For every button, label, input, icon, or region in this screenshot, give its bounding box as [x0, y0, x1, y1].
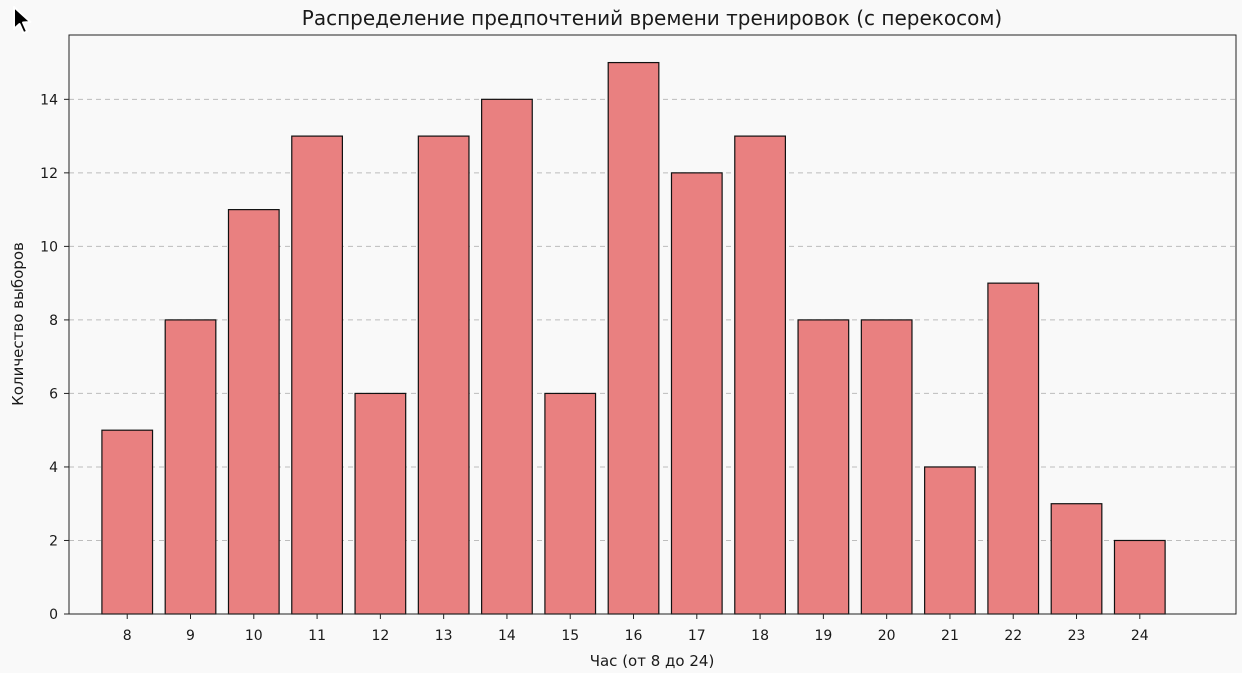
- bar-24: [1113, 539, 1166, 615]
- x-axis-ticks: 8 9 10 11 12 13 14 15 16 17 18 19 20 21 22 23 24: [123, 614, 1149, 644]
- bar-14: [481, 98, 533, 615]
- bar-10: [227, 209, 280, 615]
- bar-12: [354, 392, 407, 615]
- bar-18: [734, 135, 787, 615]
- x-tick-label: 10: [245, 628, 263, 644]
- x-tick-label: 13: [435, 628, 453, 644]
- bar-20: [860, 319, 913, 615]
- x-tick-label: 22: [1004, 628, 1022, 644]
- x-tick-label: 19: [814, 628, 832, 644]
- x-axis-label: Час (от 8 до 24): [590, 652, 715, 670]
- bar-11: [291, 135, 343, 615]
- x-tick-label: 14: [498, 628, 516, 644]
- mouse-pointer-icon: [13, 6, 32, 34]
- y-axis-label: Количество выборов: [9, 242, 27, 406]
- plot-frame: [68, 34, 1237, 615]
- y-tick-label: 12: [40, 166, 58, 182]
- bar-23: [1050, 503, 1103, 615]
- x-tick-label: 17: [688, 628, 706, 644]
- bar-21: [924, 466, 976, 615]
- x-tick-label: 21: [941, 628, 959, 644]
- bar-15: [544, 392, 597, 615]
- x-tick-label: 15: [561, 628, 579, 644]
- y-tick-label: 10: [40, 239, 58, 255]
- x-tick-label: 18: [751, 628, 769, 644]
- x-tick-label: 11: [308, 628, 326, 644]
- x-tick-label: 24: [1131, 628, 1149, 644]
- y-axis-ticks: 0 2 4 6 8 10 12 14: [40, 92, 69, 623]
- bar-16: [607, 61, 660, 615]
- bar-22: [987, 282, 1040, 615]
- bar-19: [797, 319, 850, 615]
- y-tick-label: 8: [49, 313, 58, 329]
- x-tick-label: 20: [878, 628, 896, 644]
- gridlines: [69, 98, 1236, 541]
- x-tick-label: 23: [1068, 628, 1086, 644]
- y-tick-label: 14: [40, 92, 58, 108]
- y-tick-label: 0: [49, 607, 58, 623]
- bar-17: [670, 172, 723, 615]
- y-tick-label: 4: [49, 460, 58, 476]
- bar-8: [101, 429, 154, 615]
- y-tick-label: 6: [49, 386, 58, 402]
- bars: [101, 61, 1166, 615]
- x-tick-label: 9: [186, 628, 195, 644]
- bar-13: [417, 135, 470, 615]
- x-tick-label: 12: [371, 628, 389, 644]
- y-tick-label: 2: [49, 533, 58, 549]
- x-tick-label: 8: [123, 628, 132, 644]
- chart-title: Распределение предпочтений времени трени…: [302, 6, 1002, 30]
- x-tick-label: 16: [625, 628, 643, 644]
- bar-9: [164, 319, 217, 615]
